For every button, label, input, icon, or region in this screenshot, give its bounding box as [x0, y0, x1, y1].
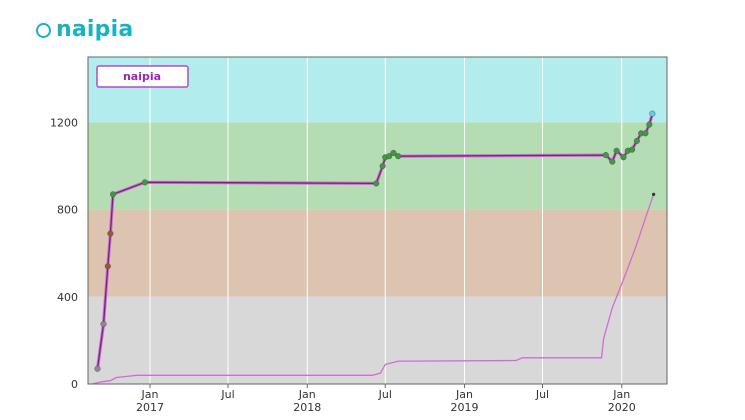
y-tick-label: 0	[71, 378, 78, 391]
rating-point	[613, 147, 620, 154]
legend[interactable]: naipia	[96, 65, 189, 88]
chart-header: naipia	[36, 14, 133, 44]
x-tick-label: Jul	[220, 388, 234, 401]
rating-band-2	[88, 209, 667, 297]
x-tick-label: Jan	[141, 388, 159, 401]
x-tick-label: Jan	[455, 388, 473, 401]
rating-bands	[88, 57, 667, 384]
legend-label: naipia	[123, 70, 161, 83]
rating-point	[642, 130, 649, 137]
rating-point	[104, 263, 111, 270]
rating-point	[100, 321, 107, 328]
grid-lines	[149, 57, 623, 384]
x-tick-label: Jul	[535, 388, 549, 401]
rating-point	[629, 146, 636, 153]
rating-band-3	[88, 296, 667, 384]
y-tick-label: 800	[57, 204, 78, 217]
y-tick-label: 1200	[50, 116, 78, 129]
x-tick-year: 2018	[293, 401, 321, 414]
x-tick-year: 2020	[608, 401, 636, 414]
plot-frame	[87, 56, 668, 385]
rating-point	[620, 154, 627, 161]
series-layer	[92, 110, 656, 385]
rating-point	[649, 110, 656, 117]
rating-point	[373, 180, 380, 187]
rating-point	[386, 153, 393, 160]
rating-point	[107, 230, 114, 237]
legend-box	[96, 65, 189, 88]
games-played-end-point	[652, 192, 656, 196]
x-tick-label: Jan	[298, 388, 316, 401]
rating-point	[395, 153, 402, 160]
rating-point	[379, 162, 386, 170]
rating-band-1	[88, 122, 667, 210]
rating-point	[390, 149, 397, 156]
y-tick-label: 400	[57, 291, 78, 304]
rating-point	[633, 137, 640, 144]
x-tick-label: Jan	[612, 388, 630, 401]
x-tick-year: 2019	[451, 401, 479, 414]
rating-point	[109, 191, 117, 198]
x-tick-label: Jul	[378, 388, 392, 401]
circle-icon	[36, 22, 51, 38]
rating-point	[602, 152, 609, 159]
rating-point	[141, 179, 148, 186]
rating-point	[646, 121, 653, 128]
rating-point	[94, 365, 101, 372]
x-tick-year: 2017	[136, 401, 164, 414]
games-played-line	[92, 194, 655, 385]
rating-point	[609, 158, 616, 165]
chart-title: naipia	[56, 16, 134, 42]
